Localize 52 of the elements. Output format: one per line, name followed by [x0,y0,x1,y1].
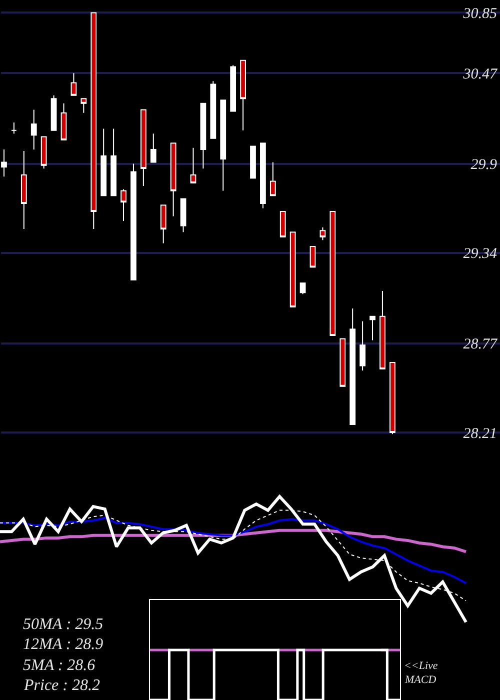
candlestick [190,147,196,184]
candlestick [120,188,126,222]
candlestick [170,142,176,217]
candlestick [70,72,77,96]
candlestick [140,109,146,187]
candlestick [80,98,87,114]
candlestick [330,210,336,336]
candlestick [180,198,186,233]
candlestick [280,210,286,238]
candlestick [270,162,276,196]
y-tick-label: 30.47 [462,66,498,82]
candlestick [300,282,306,295]
candlestick [150,133,156,163]
candlestick [250,146,256,179]
candlestick [11,122,17,134]
candlestick [30,109,37,150]
annotation: 50MA : 29.5 [23,616,104,633]
candlestick [110,128,116,196]
candlestick [100,128,107,196]
annotation: <<Live [404,660,438,672]
y-tick-label: 30.85 [462,6,498,22]
text: 12MA : 28.9 [23,636,104,653]
y-tick-label: 29.9 [470,157,498,174]
text: MACD [404,674,436,686]
candlestick [60,102,67,140]
candlestick [50,94,57,131]
candlestick [340,338,346,387]
candlestick [160,204,166,244]
candlestick [20,150,27,230]
candlestick [360,320,366,371]
candlestick [210,80,216,139]
candlestick [200,102,206,170]
candlestick [260,142,266,209]
candlestick [1,148,7,177]
candlestick [220,100,226,192]
candlestick [370,316,376,341]
candlestick [320,226,326,241]
candlestick [290,232,296,308]
candlestick [90,12,97,230]
candlestick [230,64,236,112]
y-tick-label: 28.77 [463,336,498,353]
y-tick-label: 29.34 [463,246,498,262]
candlestick [350,308,356,426]
candlestick [389,362,396,435]
y-tick-label: 28.21 [463,426,497,442]
candlestick [40,136,47,170]
text: 5MA : 28.6 [23,657,96,674]
candlestick [240,60,246,131]
candlestick [130,163,136,280]
candlestick [380,290,386,370]
candlestick [310,246,316,268]
text: Price : 28.2 [23,677,100,694]
